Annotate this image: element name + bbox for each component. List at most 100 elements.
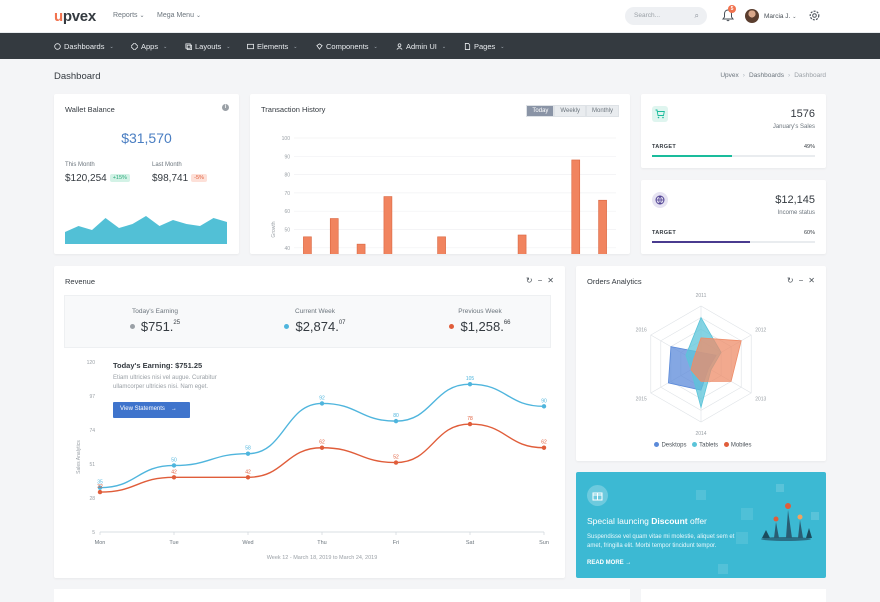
nav-pages[interactable]: Pages ⌄ (464, 42, 504, 51)
topnav-reports[interactable]: Reports ⌄ (113, 12, 145, 19)
breadcrumb-item: Dashboard (794, 72, 826, 79)
y-tick-label: 100 (282, 136, 291, 142)
nav-elements[interactable]: Elements ⌄ (247, 42, 297, 51)
chevron-down-icon: ⌄ (139, 13, 145, 19)
search-input[interactable]: Search... ⌕ (625, 7, 707, 25)
view-statements-button[interactable]: View Statements → (113, 402, 190, 418)
bar-mar[interactable] (356, 243, 366, 254)
data-label: 80 (393, 413, 399, 419)
data-point[interactable] (541, 445, 547, 450)
series-line-1 (99, 423, 545, 493)
radar-axis-label: 2014 (695, 431, 706, 437)
bottom-card-left (54, 589, 630, 602)
revenue-summary: Today's Earning $751.25 Current Week $2,… (64, 295, 551, 348)
nav-layouts[interactable]: Layouts ⌄ (185, 42, 230, 51)
card-title: Wallet Balance (65, 105, 115, 114)
data-point[interactable] (393, 418, 399, 424)
target-progress (652, 155, 815, 157)
bar-apr[interactable] (383, 196, 393, 254)
y-tick-label: 90 (284, 154, 290, 160)
last-month-value: $98,741 -5% (152, 173, 207, 184)
gear-icon[interactable] (808, 9, 821, 22)
data-point[interactable] (393, 460, 399, 465)
data-point[interactable] (171, 463, 177, 468)
data-point[interactable] (319, 401, 325, 406)
target-percent: 60% (803, 230, 815, 236)
radar-axis-label: 2011 (696, 293, 707, 299)
wallet-balance-card: Wallet Balance i $31,570 This Month $120… (54, 94, 239, 254)
bar-dec[interactable] (598, 199, 607, 254)
chart-legend: Desktops Tablets Mobiles (576, 442, 826, 449)
data-point[interactable] (245, 451, 251, 456)
refresh-icon[interactable]: ↻ (525, 276, 533, 285)
radar-axis-label: 2013 (755, 397, 766, 403)
topnav-mega-menu[interactable]: Mega Menu ⌄ (157, 12, 201, 19)
data-point[interactable] (245, 475, 251, 480)
y-tick-label: 74 (89, 428, 95, 434)
nav-admin-ui[interactable]: Admin UI ⌄ (396, 42, 446, 51)
chevron-down-icon: ⌄ (195, 13, 201, 19)
data-point[interactable] (467, 421, 473, 427)
notification-badge: 5 (728, 5, 736, 13)
bar-jan[interactable] (303, 236, 312, 254)
avatar[interactable] (745, 9, 759, 23)
tab-weekly[interactable]: Weekly (554, 105, 586, 117)
topbar: upvex Reports ⌄ Mega Menu ⌄ Search... ⌕ 5 … (0, 0, 880, 33)
stat-label: Income status (777, 210, 815, 216)
stat-label: January's Sales (772, 124, 815, 130)
bottom-card-right (641, 589, 826, 602)
breadcrumb-item[interactable]: Upvex (720, 72, 739, 79)
data-label: 35 (97, 480, 103, 486)
data-label: 42 (245, 469, 251, 475)
tab-monthly[interactable]: Monthly (585, 105, 619, 117)
data-point[interactable] (97, 485, 103, 490)
breadcrumb-item[interactable]: Dashboards (748, 72, 785, 79)
last-month-label: Last Month (152, 162, 182, 168)
logo[interactable]: upvex (54, 8, 96, 25)
data-point[interactable] (97, 489, 103, 495)
income-stat-card: $12,145 Income status TARGET 60% (641, 180, 826, 254)
minimize-icon[interactable]: − (537, 276, 543, 285)
nav-components[interactable]: Components ⌄ (316, 42, 378, 51)
close-icon[interactable]: ✕ (808, 276, 815, 285)
wallet-amount: $31,570 (121, 130, 172, 146)
refresh-icon[interactable]: ↻ (786, 276, 794, 285)
data-point[interactable] (467, 381, 473, 387)
card-title: Transaction History (261, 105, 326, 114)
revenue-line-chart: 5 28 51 74 97 120 Sales Analytics Mon Tue Wed Thu F… (76, 360, 549, 561)
elements-icon (247, 43, 254, 50)
progress-fill (652, 155, 732, 157)
data-label: 62 (319, 440, 325, 446)
user-menu[interactable]: Marcia J. ⌄ (764, 13, 797, 20)
promo-text: Suspendisse vel quam vitae mi molestie, … (587, 534, 735, 549)
bar-feb[interactable] (329, 218, 339, 254)
y-tick-label: 28 (89, 496, 95, 502)
chart-footer: Week 12 - March 18, 2019 to March 24, 20… (267, 555, 378, 561)
tab-today[interactable]: Today (526, 105, 555, 117)
y-tick-label: 120 (87, 360, 96, 366)
globe-icon (652, 192, 668, 208)
read-more-link[interactable]: READ MORE → (587, 560, 632, 566)
bar-jun[interactable] (437, 236, 446, 254)
wallet-sparkline (65, 216, 227, 244)
radar-axis-label: 2016 (636, 328, 647, 334)
card-controls: ↻ − ✕ (787, 276, 815, 285)
close-icon[interactable]: ✕ (547, 276, 554, 285)
data-point[interactable] (541, 404, 547, 409)
info-icon[interactable]: i (222, 104, 229, 111)
y-tick-label: 80 (284, 173, 290, 179)
data-point[interactable] (319, 445, 325, 450)
previous-week-summary: Previous Week $1,258.66 (410, 308, 550, 334)
nav-apps[interactable]: Apps ⌄ (131, 42, 167, 51)
bar-sep[interactable] (517, 234, 527, 254)
radar-axis-label: 2012 (755, 328, 766, 334)
nav-dashboards[interactable]: Dashboards ⌄ (54, 42, 114, 51)
transaction-history-card: Transaction History Today Weekly Monthly… (250, 94, 630, 254)
minimize-icon[interactable]: − (798, 276, 804, 285)
x-tick-label: Tue (169, 540, 178, 546)
dashboard-icon (54, 43, 61, 50)
data-point[interactable] (171, 475, 177, 480)
data-label: 78 (467, 416, 473, 422)
radar-series-mobiles[interactable] (690, 337, 742, 382)
bar-nov[interactable] (571, 159, 581, 254)
